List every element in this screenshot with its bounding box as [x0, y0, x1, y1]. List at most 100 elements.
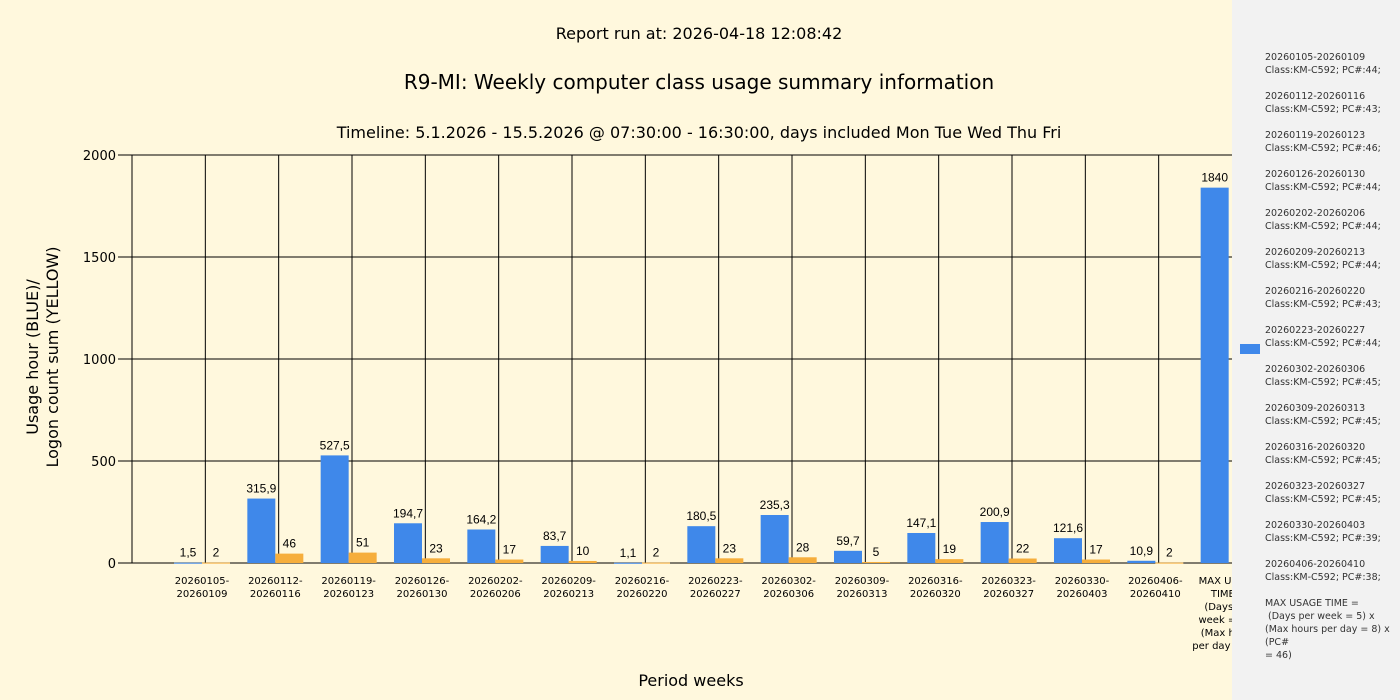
logon-count-bar — [642, 562, 670, 564]
logon-count-bar — [422, 558, 450, 563]
logon-count-bar — [202, 562, 230, 564]
x-tick-label: 20260313 — [837, 589, 888, 600]
x-tick-label: MAX USAGE — [1199, 576, 1232, 587]
data-label: 23 — [723, 541, 737, 555]
x-tick-label: 20260227 — [690, 589, 741, 600]
data-label: 59,7 — [836, 534, 860, 548]
logon-count-bar — [275, 553, 304, 563]
logon-count-bar — [495, 559, 524, 563]
x-tick-label: 20260309- — [835, 576, 890, 587]
x-tick-label: 20260112- — [248, 576, 303, 587]
legend-entry: 20260119-20260123 Class:KM-C592; PC#:46; — [1265, 130, 1381, 154]
x-tick-label: 20260116 — [250, 589, 301, 600]
x-tick-label: 20260406- — [1128, 576, 1183, 587]
usage-hour-bar — [614, 562, 642, 564]
usage-hour-bar — [467, 529, 496, 563]
y-tick-label: 1000 — [83, 353, 116, 368]
x-tick-label: 20260119- — [321, 576, 376, 587]
legend-entry: 20260223-20260227 Class:KM-C592; PC#:44; — [1265, 325, 1381, 349]
x-tick-label: 20260220 — [617, 589, 668, 600]
logon-count-bar — [788, 557, 817, 563]
usage-hour-bar — [907, 532, 936, 563]
logon-count-bar — [715, 558, 744, 563]
data-label: 235,3 — [760, 498, 790, 512]
data-label: 51 — [356, 536, 370, 550]
x-axis-label: Period weeks — [638, 671, 743, 690]
y-tick-label: 1500 — [83, 251, 116, 266]
legend-entry: 20260330-20260403 Class:KM-C592; PC#:39; — [1265, 520, 1381, 544]
x-tick-label: 20260213 — [543, 589, 594, 600]
legend: 20260105-20260109 Class:KM-C592; PC#:44;… — [1232, 0, 1400, 700]
y-tick-label: 0 — [108, 557, 116, 572]
data-label: 121,6 — [1053, 521, 1083, 535]
data-label: 1,1 — [620, 546, 637, 560]
data-label: 28 — [796, 540, 810, 554]
logon-count-bar — [348, 552, 377, 563]
usage-hour-bar — [980, 522, 1009, 563]
x-tick-label: 20260223- — [688, 576, 743, 587]
data-label: 200,9 — [980, 505, 1010, 519]
data-label: 315,9 — [246, 482, 276, 496]
x-tick-label: (Days per — [1204, 602, 1232, 613]
data-label: 17 — [1089, 543, 1103, 557]
report-run-text: Report run at: 2026-04-18 12:08:42 — [556, 24, 843, 43]
x-tick-label: 20260105- — [175, 576, 230, 587]
data-label: 194,7 — [393, 506, 423, 520]
chart-subtitle: Timeline: 5.1.2026 - 15.5.2026 @ 07:30:0… — [336, 123, 1062, 142]
usage-hour-bar — [247, 498, 276, 563]
x-tick-label: 20260316- — [908, 576, 963, 587]
legend-swatch — [1240, 344, 1260, 354]
x-tick-label: 20260330- — [1055, 576, 1110, 587]
data-label: 17 — [503, 543, 517, 557]
chart-title: R9-MI: Weekly computer class usage summa… — [404, 70, 994, 94]
legend-entry: 20260309-20260313 Class:KM-C592; PC#:45; — [1265, 403, 1381, 427]
legend-entry: 20260209-20260213 Class:KM-C592; PC#:44; — [1265, 247, 1381, 271]
usage-hour-bar — [1127, 560, 1156, 563]
usage-hour-bar — [174, 562, 202, 564]
logon-count-bar — [862, 561, 890, 563]
logon-count-bar — [1155, 562, 1184, 564]
usage-hour-bar — [687, 526, 716, 563]
x-tick-label: 20260320 — [910, 589, 961, 600]
x-tick-label: 20260323- — [981, 576, 1036, 587]
data-label: 23 — [429, 541, 443, 555]
usage-hour-bar — [760, 514, 789, 563]
logon-count-bar — [1008, 558, 1037, 563]
x-tick-label: 20260209- — [541, 576, 596, 587]
data-label: 147,1 — [906, 516, 936, 530]
logon-count-bar — [1082, 559, 1110, 563]
data-label: 1840 — [1201, 171, 1228, 185]
data-label: 1,5 — [180, 546, 197, 560]
legend-entry: 20260323-20260327 Class:KM-C592; PC#:45; — [1265, 481, 1381, 505]
x-tick-label: (Max hours — [1201, 628, 1232, 639]
y-axis-label: Usage hour (BLUE)/ Logon count sum (YELL… — [23, 246, 62, 467]
x-tick-label: 20260216- — [615, 576, 670, 587]
logon-count-bar — [935, 559, 964, 563]
y-tick-label: 500 — [91, 455, 116, 470]
x-tick-label: 20260123 — [323, 589, 374, 600]
data-label: 10,9 — [1130, 544, 1154, 558]
data-label: 83,7 — [543, 529, 567, 543]
legend-entry: 20260216-20260220 Class:KM-C592; PC#:43; — [1265, 286, 1381, 310]
legend-entry: 20260112-20260116 Class:KM-C592; PC#:43; — [1265, 91, 1381, 115]
x-tick-label: TIME = — [1210, 589, 1232, 600]
x-tick-label: 20260306 — [763, 589, 814, 600]
data-label: 2 — [213, 546, 220, 560]
data-label: 164,2 — [466, 513, 496, 527]
x-tick-label: 20260410 — [1130, 589, 1181, 600]
x-tick-label: per day = 8)... — [1192, 641, 1232, 652]
data-label: 46 — [283, 537, 297, 551]
logon-count-bar — [568, 560, 597, 563]
x-tick-label: week = 5) x — [1198, 615, 1232, 626]
data-label: 527,5 — [320, 438, 350, 452]
legend-entry: 20260202-20260206 Class:KM-C592; PC#:44; — [1265, 208, 1381, 232]
x-tick-label: 20260302- — [761, 576, 816, 587]
usage-hour-bar — [540, 545, 569, 563]
usage-hour-bar — [1200, 187, 1229, 563]
x-tick-label: 20260403 — [1057, 589, 1108, 600]
x-tick-label: 20260130 — [397, 589, 448, 600]
x-tick-label: 20260109 — [177, 589, 228, 600]
x-tick-label: 20260126- — [395, 576, 450, 587]
bar-chart: 0 500 1000 1500 2000 1,5 315,9 527,5 194,7 164,2 8… — [23, 24, 1232, 690]
